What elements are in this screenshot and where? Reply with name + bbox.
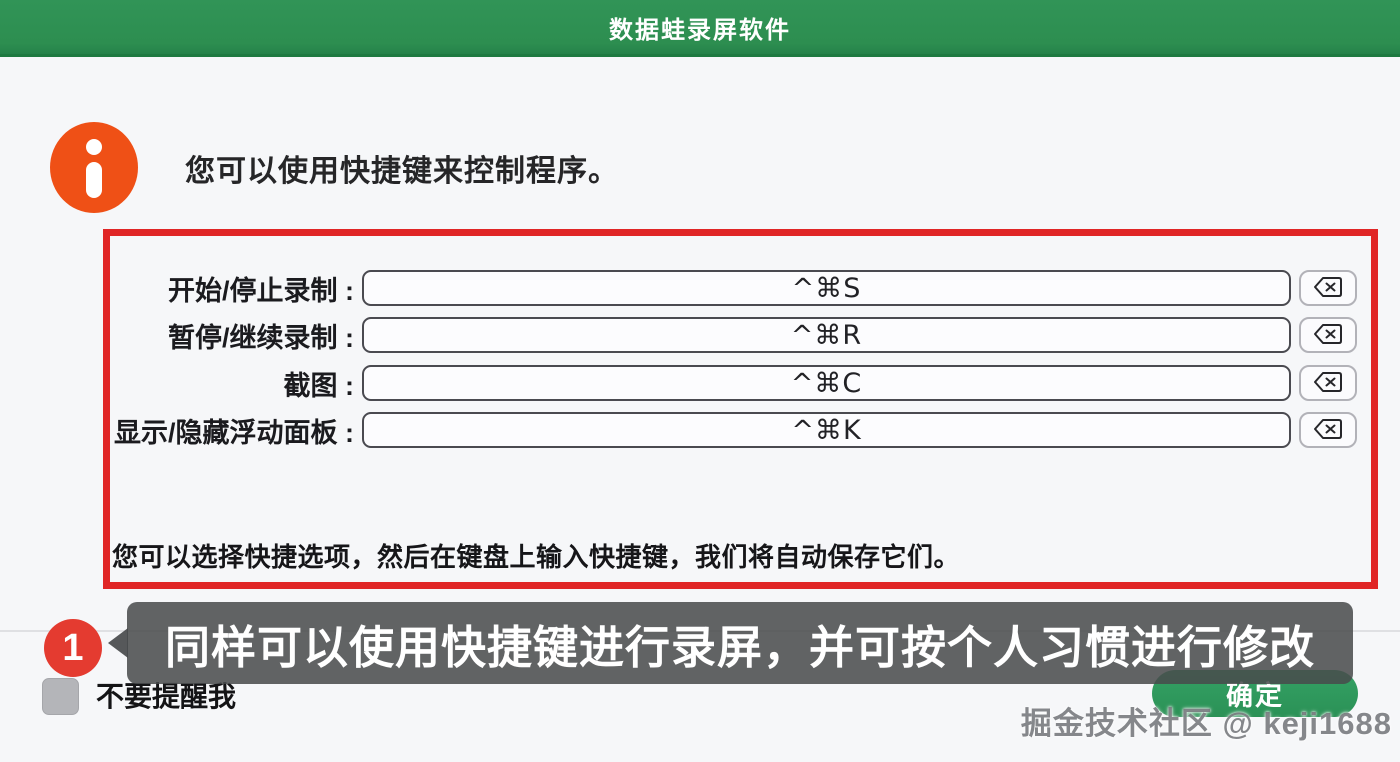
dont-remind-checkbox[interactable] xyxy=(42,678,79,715)
shortcut-label: 截图 : xyxy=(283,370,355,401)
shortcut-row-start-stop: 开始/停止录制 : ^⌘S xyxy=(114,270,1357,306)
shortcut-label: 开始/停止录制 : xyxy=(168,275,354,306)
step-1-badge: 1 xyxy=(44,619,102,677)
shortcut-field-start-stop[interactable]: ^⌘S xyxy=(362,270,1291,306)
clear-shortcut-button[interactable] xyxy=(1299,365,1357,401)
info-message: 您可以使用快捷键来控制程序。 xyxy=(185,155,619,188)
shortcut-value: ^⌘C xyxy=(790,367,863,399)
annotation-callout-banner: 同样可以使用快捷键进行录屏，并可按个人习惯进行修改 xyxy=(108,602,1353,684)
info-icon xyxy=(50,122,138,213)
clear-shortcut-button[interactable] xyxy=(1299,270,1357,306)
backspace-icon xyxy=(1313,323,1343,348)
shortcut-value: ^⌘K xyxy=(791,414,862,446)
annotation-callout-text: 同样可以使用快捷键进行录屏，并可按个人习惯进行修改 xyxy=(164,621,1315,673)
shortcut-value: ^⌘R xyxy=(790,319,863,351)
backspace-icon xyxy=(1313,418,1343,443)
shortcut-field-toggle-panel[interactable]: ^⌘K xyxy=(362,412,1291,448)
shortcut-panel-note: 您可以选择快捷选项，然后在键盘上输入快捷键，我们将自动保存它们。 xyxy=(112,542,961,572)
shortcut-label: 显示/隐藏浮动面板 : xyxy=(114,417,354,448)
titlebar: 数据蛙录屏软件 xyxy=(0,0,1400,57)
shortcut-value: ^⌘S xyxy=(791,272,862,304)
shortcut-field-screenshot[interactable]: ^⌘C xyxy=(362,365,1291,401)
shortcut-row-screenshot: 截图 : ^⌘C xyxy=(114,365,1357,401)
shortcut-panel-highlight: 开始/停止录制 : ^⌘S 暂停/继续录制 : ^⌘R xyxy=(103,229,1378,589)
window-title: 数据蛙录屏软件 xyxy=(609,16,791,44)
dont-remind-label[interactable]: 不要提醒我 xyxy=(96,681,237,712)
backspace-icon xyxy=(1313,371,1343,396)
clear-shortcut-button[interactable] xyxy=(1299,317,1357,353)
shortcut-row-pause-resume: 暂停/继续录制 : ^⌘R xyxy=(114,317,1357,353)
watermark-text: 掘金技术社区 @ keji1688 xyxy=(1020,706,1392,741)
shortcut-field-pause-resume[interactable]: ^⌘R xyxy=(362,317,1291,353)
backspace-icon xyxy=(1313,276,1343,301)
shortcut-row-toggle-panel: 显示/隐藏浮动面板 : ^⌘K xyxy=(114,412,1357,448)
clear-shortcut-button[interactable] xyxy=(1299,412,1357,448)
shortcut-label: 暂停/继续录制 : xyxy=(168,322,354,353)
